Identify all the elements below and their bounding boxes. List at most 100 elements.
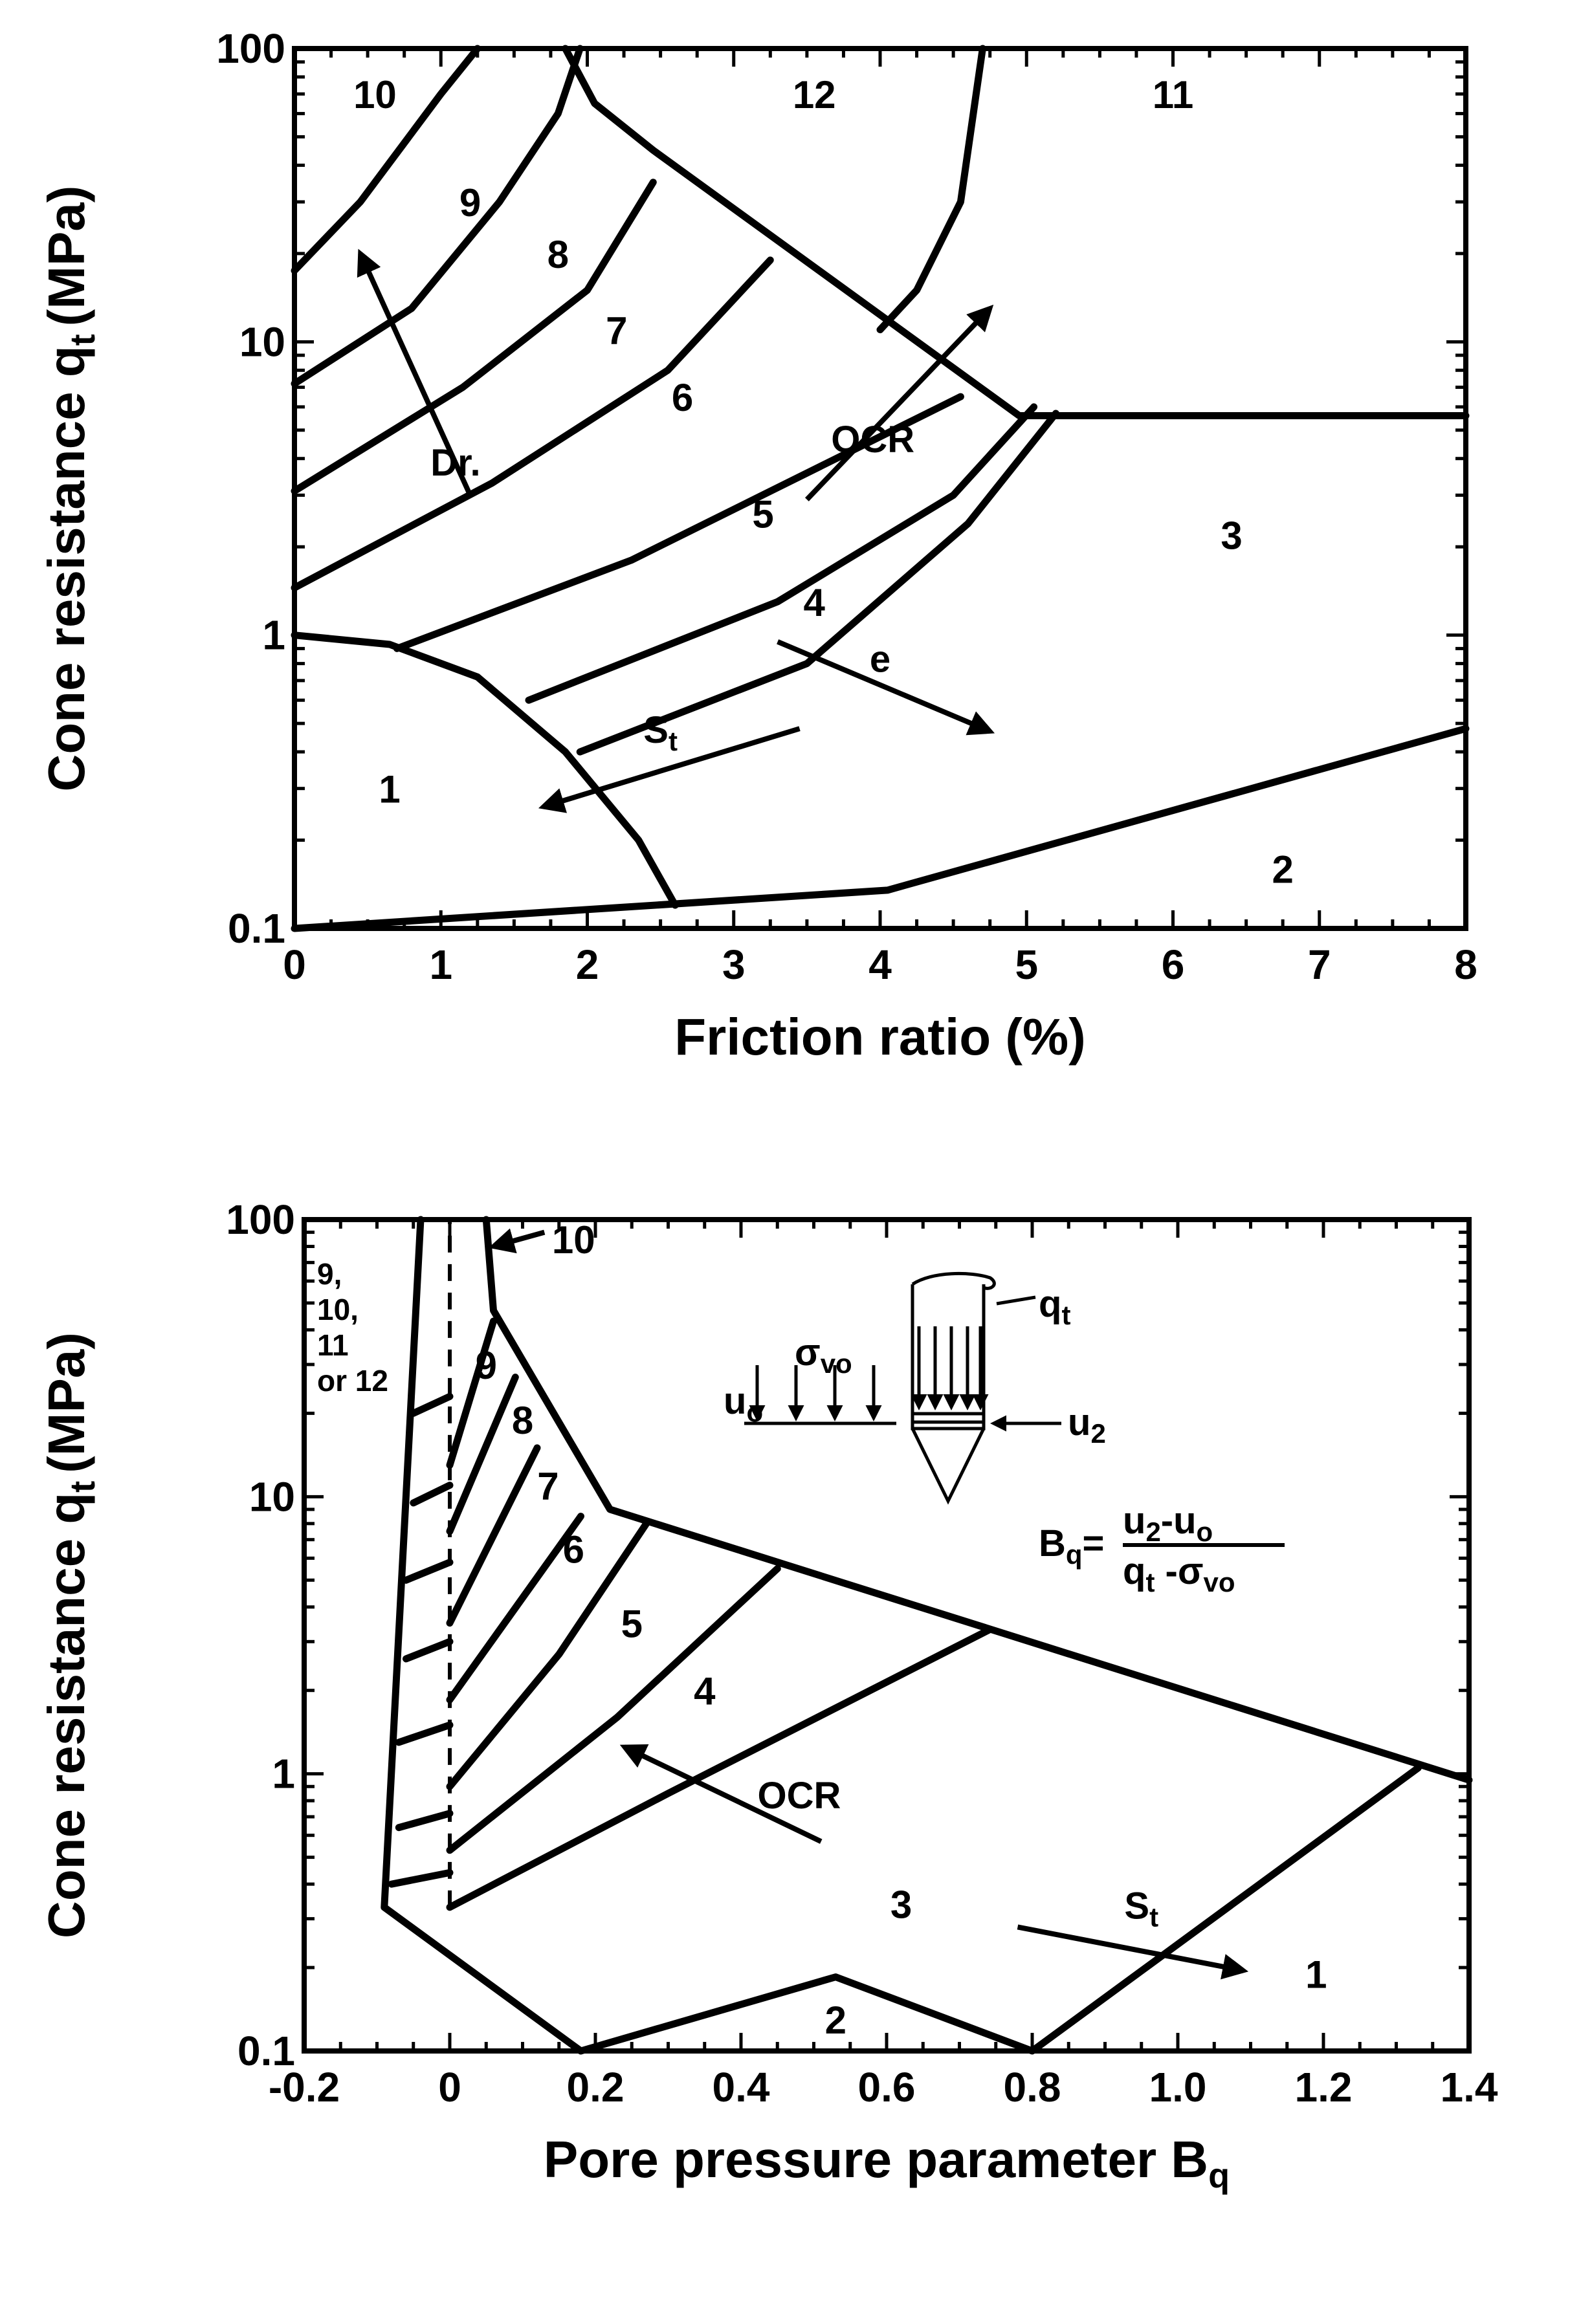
- zone-boundary-line: [291, 45, 584, 388]
- trend-annotation: St: [643, 709, 678, 756]
- bq-formula-denominator: qt -σvo: [1123, 1550, 1235, 1597]
- x-tick-label: 0.4: [713, 2064, 770, 2110]
- zone-boundary-line: [525, 403, 1038, 704]
- x-tick-label: 6: [1162, 941, 1185, 988]
- x-tick-label: 1.2: [1295, 2064, 1353, 2110]
- zone-boundary-line: [403, 1638, 454, 1663]
- bq-formula-numerator: u2-uo: [1123, 1500, 1213, 1547]
- bottom-x-tick-labels: -0.2 0 0.2 0.4 0.6 0.8 1.0 1.2 1.4: [269, 2064, 1498, 2110]
- bq-formula-lhs: Bq=: [1039, 1522, 1104, 1570]
- top-plot-frame: [292, 46, 1468, 931]
- zone-boundary-line: [482, 1216, 1473, 1784]
- zone-boundary-line: [576, 410, 1059, 756]
- y-tick-label: 100: [226, 1196, 295, 1243]
- trend-arrow: [357, 248, 473, 497]
- trend-annotation: St: [1124, 1885, 1158, 1933]
- zone-label: 2: [825, 1999, 846, 2042]
- zone-label: 12: [793, 73, 836, 116]
- zone-label: 3: [890, 1883, 912, 1926]
- top-x-tick-labels: 0 1 2 3 4 5 6 7 8: [283, 941, 1477, 988]
- zone-boundary-line: [446, 1627, 992, 1911]
- zone-label: 1: [379, 768, 400, 811]
- x-tick-label: 0: [438, 2064, 461, 2110]
- cone-tip: [911, 1427, 986, 1505]
- bottom-x-axis-label: Pore pressure parameter Bq: [544, 2131, 1230, 2195]
- y-tick-label: 10: [249, 1473, 295, 1520]
- zone-boundary-line: [291, 725, 1470, 932]
- zone-boundary-line: [446, 1565, 781, 1854]
- u0-label: uo: [724, 1380, 763, 1427]
- bottom-y-axis-label: Cone resistance qt(MPa): [38, 1332, 102, 1938]
- y-tick-label: 0.1: [228, 905, 285, 952]
- zone-label: 9: [476, 1344, 497, 1387]
- x-tick-label: 7: [1308, 941, 1331, 988]
- zone-label: 10: [353, 73, 397, 116]
- sigma-vo-arrows: [749, 1365, 882, 1421]
- zone-label: 4: [804, 581, 826, 624]
- y-tick-label: 100: [216, 25, 285, 72]
- zone-label: 5: [752, 493, 773, 536]
- zone-boundary-line: [446, 1317, 497, 1469]
- sigma-vo-label: σvo: [795, 1332, 852, 1379]
- x-tick-label: 1: [429, 941, 452, 988]
- bottom-annotations: OCR St: [758, 1775, 1159, 1932]
- zone-label: 2: [1272, 848, 1294, 891]
- zone-boundary-line: [446, 1374, 519, 1535]
- trend-annotation: e: [870, 638, 890, 680]
- zone-label: 8: [512, 1399, 533, 1442]
- qt-pointer: [996, 1295, 1036, 1306]
- zone-label: 3: [1221, 514, 1242, 557]
- zone-boundary-line: [291, 631, 679, 909]
- top-y-tick-labels: 0.1 1 10 100: [216, 25, 285, 952]
- zone-label: 6: [672, 376, 693, 419]
- top-y-axis-label: Cone resistance qt(MPa): [38, 186, 102, 792]
- zone-label: 7: [606, 309, 627, 353]
- zone-label: 4: [694, 1670, 716, 1713]
- x-tick-label: 1.4: [1441, 2064, 1498, 2110]
- zone-boundary-line: [395, 1721, 454, 1746]
- zone-boundary-line: [403, 1559, 454, 1584]
- y-tick-label: 0.1: [238, 2028, 295, 2074]
- top-ticks: [293, 49, 1468, 930]
- zone-boundary-line: [381, 1216, 584, 2055]
- trend-annotation: OCR: [758, 1775, 841, 1817]
- pore-pressure-chart: -0.2 0 0.2 0.4 0.6 0.8 1.0 1.2 1.4 0.1 1 10 100 1 2 3…: [38, 1196, 1498, 2195]
- trend-annotation: Dr.: [430, 442, 480, 484]
- x-tick-label: 0.6: [858, 2064, 916, 2110]
- trend-arrow: [488, 1228, 546, 1254]
- cone-body-outline: [911, 1271, 996, 1431]
- zone-boundary-line: [446, 1444, 541, 1627]
- zone-boundary-line: [291, 179, 657, 495]
- x-tick-label: 5: [1015, 941, 1038, 988]
- trend-arrow: [619, 1744, 823, 1844]
- x-tick-label: 1.0: [1149, 2064, 1207, 2110]
- qt-label: qt: [1039, 1283, 1070, 1330]
- y-tick-label: 10: [239, 318, 285, 365]
- zone-boundary-line: [446, 1520, 650, 1790]
- zone-label: 8: [547, 233, 569, 276]
- zone-boundary-line: [876, 45, 986, 334]
- zone-boundary-line: [393, 393, 964, 652]
- zone-label: 9: [459, 181, 481, 225]
- trend-arrow: [538, 726, 801, 813]
- zone-boundary-line: [388, 1869, 454, 1888]
- y-tick-label: 1: [272, 1751, 295, 1797]
- top-annotations: Dr. OCR e St: [430, 419, 914, 756]
- zone-label: 11: [1153, 73, 1193, 116]
- top-chart-marks: [291, 45, 1470, 932]
- bottom-y-tick-labels: 0.1 1 10 100: [226, 1196, 295, 2074]
- bottom-chart-marks: [381, 1216, 1473, 2055]
- bottom-ticks: [302, 1220, 1471, 2053]
- zone-boundary-line: [410, 1482, 454, 1507]
- zone-note-9-10-11-12: 9, 10, 11 or 12: [317, 1257, 388, 1398]
- trend-annotation: OCR: [831, 419, 914, 461]
- zone-boundary-line: [395, 1810, 454, 1832]
- x-tick-label: 8: [1454, 941, 1477, 988]
- zone-boundary-line: [562, 45, 1470, 419]
- zone-boundary-line: [291, 256, 774, 591]
- trend-arrow: [1017, 1924, 1249, 1980]
- x-tick-label: -0.2: [269, 2064, 340, 2110]
